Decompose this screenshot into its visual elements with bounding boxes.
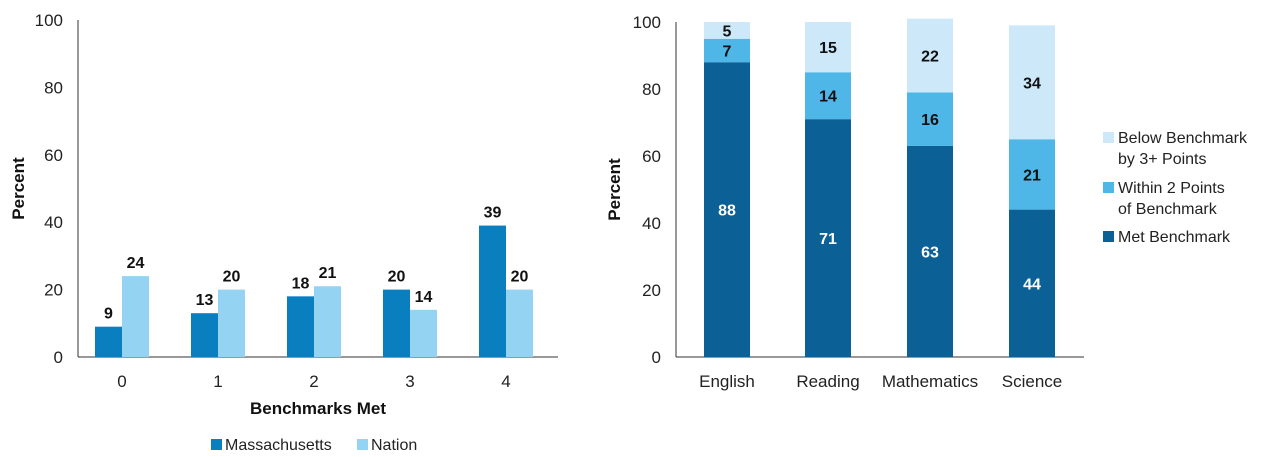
segment-value-label: 5 (723, 23, 732, 40)
x-tick-label: 2 (309, 372, 318, 391)
segment-value-label: 71 (819, 231, 837, 248)
x-tick-label: 4 (501, 372, 510, 391)
stacked-segment (1009, 25, 1055, 140)
y-axis-title: Percent (9, 157, 28, 220)
bar-value-label: 39 (484, 205, 502, 222)
legend: Massachusetts Nation (211, 437, 417, 454)
bar-massachusetts (383, 289, 410, 357)
y-tick-label: 60 (44, 146, 63, 165)
legend-swatch (1103, 132, 1114, 143)
y-tick-label: 80 (44, 78, 63, 97)
bar-massachusetts (287, 296, 314, 357)
stacked-segment (907, 92, 953, 146)
segment-value-label: 15 (819, 40, 837, 57)
legend-swatch (1103, 182, 1114, 193)
bar-value-label: 13 (196, 292, 214, 309)
x-tick-label: 1 (213, 372, 222, 391)
bar-massachusetts (95, 326, 122, 357)
bar-value-label: 14 (415, 289, 433, 306)
segment-value-label: 7 (723, 43, 732, 60)
y-tick-label: 20 (44, 281, 63, 300)
stacked-segment (805, 119, 851, 358)
y-tick-label: 0 (652, 348, 661, 367)
bar-massachusetts (191, 313, 218, 357)
x-tick-label: Reading (796, 372, 859, 391)
bar-nation (506, 289, 533, 357)
segment-value-label: 88 (718, 203, 736, 220)
y-tick-label: 80 (642, 80, 661, 99)
stacked-segment (907, 18, 953, 93)
stacked-segment (1009, 209, 1055, 357)
y-tick-label: 20 (642, 281, 661, 300)
y-tick-label: 100 (35, 11, 63, 30)
stacked-segment (805, 72, 851, 120)
x-axis-title: Benchmarks Met (250, 399, 386, 418)
stacked-segment (704, 62, 750, 357)
bar-value-label: 20 (388, 269, 406, 286)
subject-benchmark-chart: 0 20 40 60 80 100 English 88 7 5 Reading 71 14 15 Math… (605, 13, 1248, 391)
y-tick-label: 40 (44, 213, 63, 232)
segment-value-label: 44 (1023, 276, 1041, 293)
y-tick-label: 100 (633, 13, 661, 32)
segment-value-label: 14 (819, 89, 837, 106)
bar-value-label: 9 (104, 306, 113, 323)
stacked-segment (805, 22, 851, 73)
stacked-segment (704, 22, 750, 39)
legend-label: Below Benchmark (1118, 130, 1248, 147)
legend-label: Met Benchmark (1118, 229, 1231, 246)
bar-value-label: 21 (319, 265, 337, 282)
y-tick-label: 40 (642, 214, 661, 233)
legend-label: Nation (371, 437, 417, 454)
x-tick-label: 3 (405, 372, 414, 391)
legend-swatch (357, 439, 368, 450)
bar-massachusetts (479, 225, 506, 357)
bar-nation (410, 309, 437, 357)
y-axis-title: Percent (605, 158, 624, 221)
stacked-segment (907, 145, 953, 357)
bar-value-label: 20 (511, 269, 529, 286)
y-tick-label: 0 (54, 348, 63, 367)
bar-value-label: 18 (292, 275, 310, 292)
legend-label: by 3+ Points (1118, 151, 1207, 168)
segment-value-label: 63 (921, 244, 939, 261)
x-tick-label: 0 (117, 372, 126, 391)
x-tick-label: English (699, 372, 755, 391)
legend-label: Within 2 Points (1118, 180, 1225, 197)
segment-value-label: 21 (1023, 167, 1041, 184)
legend-swatch (211, 439, 222, 450)
bar-nation (218, 289, 245, 357)
benchmarks-met-chart: 0 20 40 60 80 100 0 9 24 1 13 20 2 18 21 3 20 14 4 39 20 Perc… (9, 11, 558, 454)
segment-value-label: 22 (921, 49, 939, 66)
y-tick-label: 60 (642, 147, 661, 166)
segment-value-label: 16 (921, 112, 939, 129)
bar-nation (122, 276, 149, 357)
bar-nation (314, 286, 341, 357)
x-tick-label: Science (1002, 372, 1062, 391)
stacked-segment (704, 38, 750, 63)
bar-value-label: 24 (127, 255, 145, 272)
stacked-segment (1009, 139, 1055, 210)
legend-swatch (1103, 231, 1114, 242)
legend-label: of Benchmark (1118, 201, 1218, 218)
legend: Below Benchmark by 3+ Points Within 2 Poin… (1103, 130, 1248, 246)
segment-value-label: 34 (1023, 75, 1041, 92)
x-tick-label: Mathematics (882, 372, 978, 391)
bar-value-label: 20 (223, 269, 241, 286)
legend-label: Massachusetts (225, 437, 332, 454)
